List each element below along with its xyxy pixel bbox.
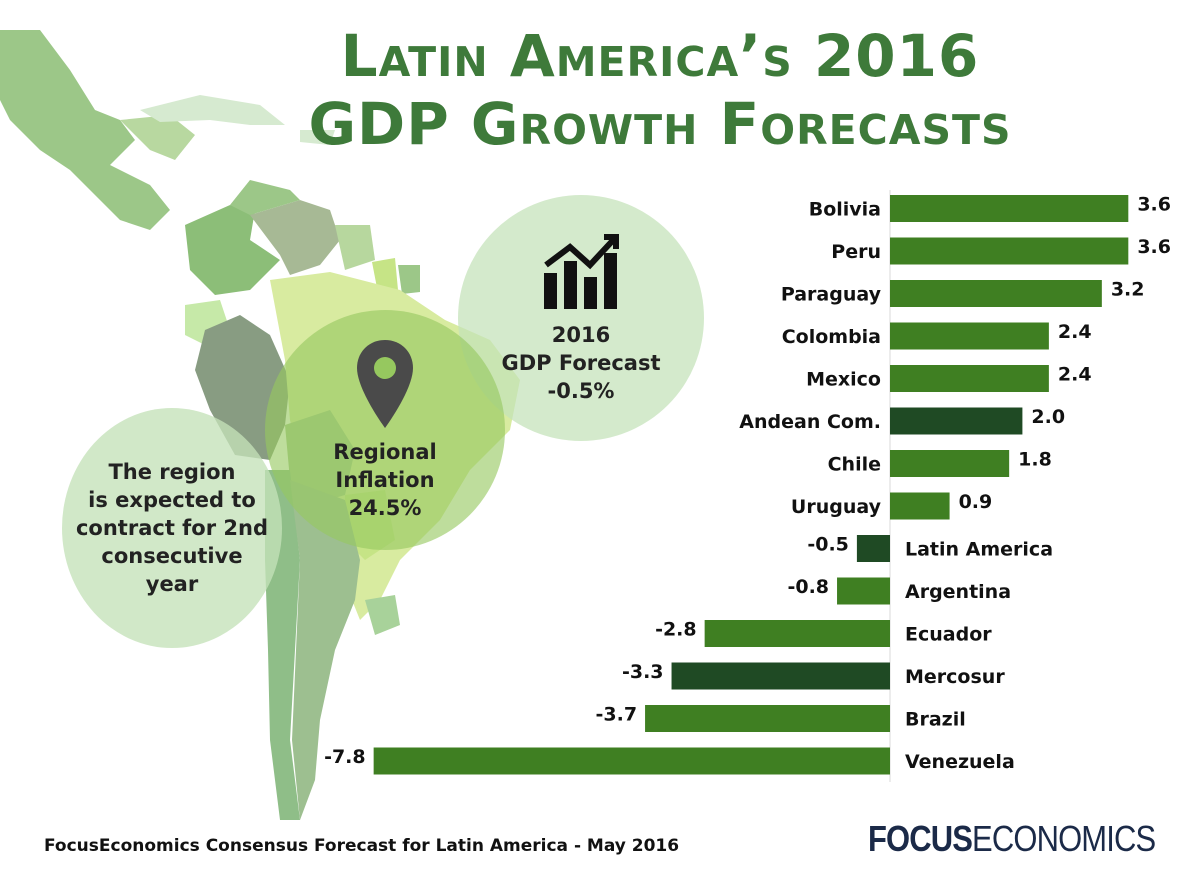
contract-bubble-line-1: The region	[108, 460, 236, 484]
category-label: Chile	[828, 454, 881, 476]
value-label: -2.8	[655, 619, 697, 641]
value-label: 2.4	[1058, 364, 1092, 386]
value-label: -0.5	[807, 534, 849, 556]
category-label: Brazil	[905, 709, 966, 731]
bar-mercosur	[671, 662, 890, 690]
bar-mexico	[890, 365, 1049, 392]
page-title: Latin America’s 2016 GDP Growth Forecast…	[300, 22, 1020, 158]
title-line-2: GDP Growth Forecasts	[308, 90, 1012, 158]
category-label: Mercosur	[905, 666, 1005, 688]
category-label: Mexico	[806, 369, 881, 391]
value-label: -0.8	[787, 576, 829, 598]
category-label: Bolivia	[809, 199, 881, 221]
bar-chart-trend-icon	[544, 234, 619, 309]
category-label: Argentina	[905, 581, 1011, 603]
category-label: Ecuador	[905, 624, 992, 646]
category-label: Latin America	[905, 539, 1053, 561]
value-label: 0.9	[959, 491, 993, 513]
logo-light-text: ECONOMICS	[972, 818, 1156, 859]
bar-andean-com	[890, 407, 1023, 435]
inflation-bubble-line-2: Inflation	[335, 468, 435, 492]
bar-argentina	[837, 577, 890, 605]
category-label: Colombia	[782, 326, 881, 348]
value-label: 3.2	[1111, 279, 1145, 301]
value-label: -3.3	[622, 661, 664, 683]
category-label: Andean Com.	[739, 411, 881, 433]
category-label: Paraguay	[781, 284, 882, 306]
gdp-bubble-line-3: -0.5%	[547, 379, 615, 403]
logo-strong-text: FOCUS	[868, 818, 973, 859]
regional-inflation-bubble: Regional Inflation 24.5%	[265, 310, 505, 550]
category-label: Venezuela	[905, 751, 1015, 773]
value-label: 1.8	[1018, 449, 1052, 471]
focuseconomics-logo: FOCUSECONOMICS	[868, 818, 1156, 860]
location-pin-icon	[357, 340, 413, 428]
source-footnote: FocusEconomics Consensus Forecast for La…	[44, 836, 680, 856]
contract-bubble-line-4: consecutive	[101, 544, 243, 568]
gdp-bubble-line-2: GDP Forecast	[501, 351, 661, 375]
value-label: -7.8	[324, 746, 366, 768]
contraction-note-bubble: The region is expected to contract for 2…	[62, 408, 282, 648]
value-label: 2.4	[1058, 321, 1092, 343]
contract-bubble-line-5: year	[145, 572, 199, 596]
bar-brazil	[645, 705, 890, 732]
contract-bubble-line-3: contract for 2nd	[75, 516, 268, 540]
bar-peru	[890, 237, 1129, 265]
value-label: 3.6	[1137, 194, 1171, 216]
bar-chile	[890, 450, 1010, 477]
bar-venezuela	[373, 747, 890, 775]
bar-paraguay	[890, 280, 1102, 307]
bar-uruguay	[890, 492, 950, 520]
contract-bubble-line-2: is expected to	[88, 488, 256, 512]
value-label: 2.0	[1031, 406, 1065, 428]
gdp-bubble-line-1: 2016	[551, 323, 611, 347]
value-label: -3.7	[596, 704, 638, 726]
category-label: Peru	[831, 241, 881, 263]
bar-latin-america	[856, 535, 890, 562]
title-line-1: Latin America’s 2016	[340, 22, 980, 90]
category-label: Uruguay	[791, 496, 882, 518]
bar-bolivia	[890, 195, 1129, 222]
inflation-bubble-line-3: 24.5%	[348, 496, 422, 520]
inflation-bubble-line-1: Regional	[333, 440, 437, 464]
bar-ecuador	[704, 620, 890, 647]
bar-colombia	[890, 322, 1049, 350]
value-label: 3.6	[1137, 236, 1171, 258]
